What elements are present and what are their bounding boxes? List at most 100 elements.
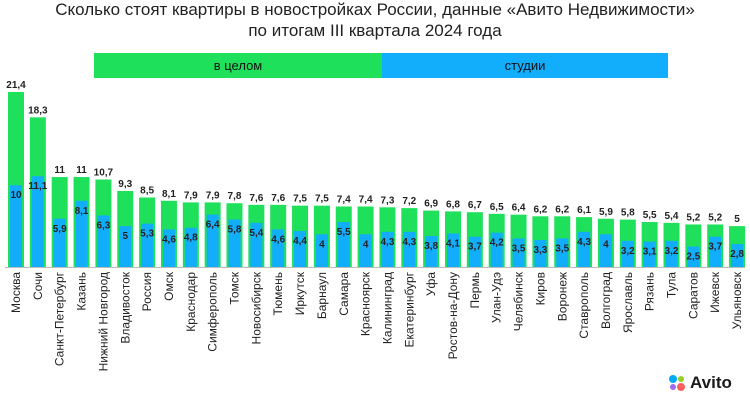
- value-label-studio: 4: [603, 239, 609, 250]
- legend-studios: студии: [382, 53, 668, 78]
- bar-studio: [534, 240, 547, 267]
- bar-studio: [206, 214, 219, 267]
- value-label-studio: 4,6: [271, 234, 285, 245]
- category-label: Нижний Новгород: [96, 272, 110, 371]
- value-label-total: 7,4: [337, 194, 351, 205]
- bar-studio: [141, 223, 154, 267]
- bar-studio: [315, 234, 328, 267]
- value-label-total: 5,5: [643, 210, 657, 221]
- value-label-studio: 5,5: [337, 227, 351, 238]
- value-label-studio: 6,4: [206, 220, 220, 231]
- category-label: Барнаул: [315, 272, 329, 319]
- value-label-total: 5,2: [686, 212, 700, 223]
- bar-studio: [184, 227, 197, 267]
- value-label-studio: 5,9: [53, 224, 67, 235]
- bar-studio: [512, 238, 525, 267]
- category-label: Иркутск: [293, 271, 307, 315]
- category-label: Новосибирск: [249, 271, 263, 344]
- bar-studio: [425, 235, 438, 267]
- category-label: Киров: [533, 272, 547, 305]
- bar-studio: [381, 231, 394, 267]
- value-label-studio: 5,3: [140, 229, 154, 240]
- value-label-studio: 4,3: [577, 237, 591, 248]
- bar-studio: [294, 231, 307, 267]
- value-label-total: 10,7: [94, 168, 114, 179]
- value-label-studio: 4,8: [184, 233, 198, 244]
- value-label-studio: 5,4: [249, 228, 263, 239]
- category-label: Красноярск: [359, 271, 373, 336]
- avito-logo: Avito: [668, 372, 732, 394]
- category-label: Калининград: [380, 272, 394, 344]
- bar-studio: [359, 234, 372, 267]
- bar-studio: [447, 233, 459, 267]
- value-label-studio: 4,4: [293, 236, 307, 247]
- value-label-total: 21,4: [6, 80, 26, 91]
- category-label: Ижевск: [708, 271, 722, 313]
- value-label-total: 7,8: [228, 191, 242, 202]
- value-label-total: 5,4: [665, 211, 679, 222]
- bar-studio: [687, 246, 700, 267]
- bar-studio: [250, 222, 263, 267]
- value-label-studio: 5,8: [228, 225, 242, 236]
- category-label: Воронеж: [555, 272, 569, 321]
- bar-studio: [403, 231, 416, 267]
- logo-text: Avito: [690, 373, 732, 392]
- category-label: Самара: [337, 272, 351, 316]
- value-label-total: 5,9: [599, 207, 613, 218]
- bar-studio: [621, 240, 634, 267]
- value-label-studio: 4: [319, 239, 325, 250]
- bar-studio: [709, 236, 722, 267]
- category-label: Улан-Удэ: [490, 272, 504, 323]
- value-label-studio: 3,1: [643, 247, 657, 258]
- value-label-studio: 11,1: [28, 181, 47, 192]
- category-label: Волгоград: [599, 272, 613, 329]
- category-label: Краснодар: [184, 272, 198, 332]
- category-label: Тула: [665, 272, 679, 298]
- category-label: Рязань: [643, 272, 657, 311]
- bar-studio: [53, 218, 66, 267]
- legend-total: в целом: [94, 53, 382, 78]
- category-label: Санкт-Петербург: [53, 271, 67, 366]
- value-label-studio: 3,7: [468, 242, 482, 253]
- bar-studio: [10, 185, 22, 267]
- category-label: Ставрополь: [577, 272, 591, 339]
- chart-title: Сколько стоят квартиры в новостройках Ро…: [55, 0, 695, 19]
- value-label-studio: 10: [10, 190, 22, 201]
- value-label-total: 6,5: [490, 202, 504, 213]
- category-label: Сочи: [31, 272, 45, 300]
- value-label-studio: 3,7: [708, 242, 722, 253]
- bar-studio: [599, 234, 612, 267]
- value-label-studio: 4,1: [446, 238, 460, 249]
- value-label-studio: 4,3: [402, 237, 416, 248]
- bar-studio: [643, 241, 656, 267]
- value-label-total: 5: [734, 214, 740, 225]
- category-label: Екатеринбург: [402, 271, 416, 347]
- value-label-total: 7,4: [359, 194, 373, 205]
- bar-studio: [75, 200, 88, 267]
- value-label-total: 18,3: [28, 105, 48, 116]
- value-label-total: 7,9: [184, 190, 198, 201]
- bar-studio: [272, 229, 285, 267]
- value-label-total: 6,2: [555, 204, 569, 215]
- value-label-studio: 4,2: [490, 238, 504, 249]
- bar-studio: [337, 222, 350, 267]
- bar-studio: [228, 219, 241, 267]
- value-label-total: 8,1: [162, 189, 176, 200]
- value-label-total: 6,2: [533, 204, 547, 215]
- value-label-total: 7,9: [206, 190, 220, 201]
- value-label-studio: 5: [122, 231, 128, 242]
- value-label-studio: 6,3: [96, 220, 110, 231]
- value-label-total: 6,4: [512, 203, 526, 214]
- value-label-total: 7,3: [380, 195, 394, 206]
- value-label-studio: 4,3: [380, 237, 394, 248]
- bar-studio: [97, 215, 110, 267]
- category-label: Челябинск: [512, 271, 526, 331]
- value-label-studio: 3,8: [424, 241, 438, 252]
- category-label: Владивосток: [118, 271, 132, 343]
- category-label: Пермь: [468, 272, 482, 308]
- bar-studio: [468, 236, 481, 267]
- value-label-studio: 3,5: [555, 243, 569, 254]
- category-label: Томск: [228, 271, 242, 304]
- category-label: Тюмень: [271, 272, 285, 315]
